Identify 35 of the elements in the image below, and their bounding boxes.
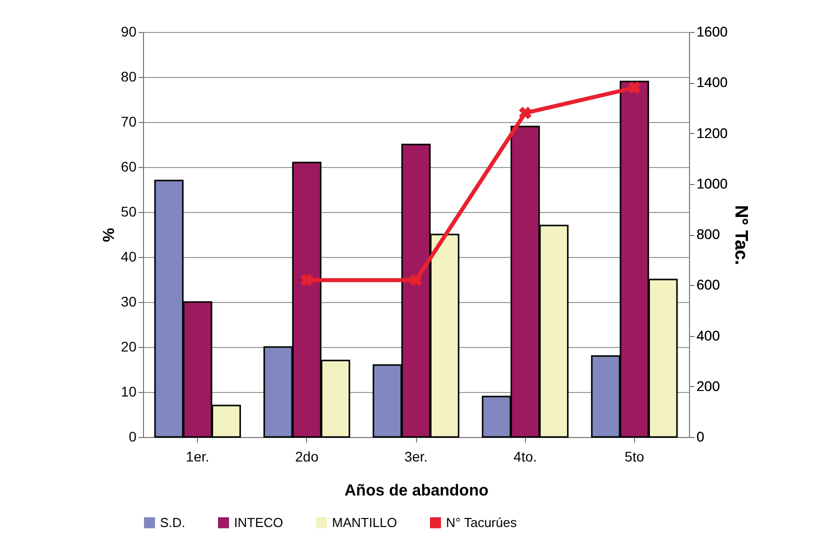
y2-tick-label: 1400 bbox=[696, 74, 728, 90]
y2-tick-label: 400 bbox=[696, 327, 720, 344]
y2-tick-label: 1600 bbox=[696, 24, 728, 40]
legend-label: INTECO bbox=[234, 514, 284, 530]
x-tick-label: 5to bbox=[624, 448, 644, 464]
legend-label: S.D. bbox=[160, 514, 186, 530]
point bbox=[518, 106, 532, 120]
y2-tick-label: 600 bbox=[696, 276, 720, 293]
y-tick-label: 90 bbox=[120, 24, 137, 40]
y2-tick-label: 1000 bbox=[696, 175, 728, 192]
point bbox=[410, 274, 422, 286]
y-tick-label: 20 bbox=[120, 338, 137, 354]
y2-tick-label: 200 bbox=[696, 378, 720, 394]
y-tick-label: 70 bbox=[120, 114, 137, 130]
point bbox=[300, 274, 314, 286]
x-tick-label: 2do bbox=[295, 448, 319, 464]
x-tick-label: 3er. bbox=[404, 448, 428, 464]
y-tick-label: 80 bbox=[120, 68, 137, 84]
x-axis-title: Años de abandono bbox=[344, 482, 489, 500]
point bbox=[628, 81, 641, 94]
legend-label: N° Tacurúes bbox=[446, 514, 518, 530]
x-tick-label: 4to. bbox=[514, 448, 537, 464]
legend-label: MANTILLO bbox=[332, 514, 398, 530]
y-tick-label: 50 bbox=[120, 204, 137, 220]
y-tick-label: 0 bbox=[128, 428, 137, 444]
y-tick-label: 60 bbox=[120, 158, 137, 174]
y2-axis-title: N° Tac. bbox=[732, 205, 752, 265]
y2-tick-label: 800 bbox=[696, 226, 720, 242]
y-tick-label: 40 bbox=[120, 248, 137, 264]
y-tick-label: 30 bbox=[120, 294, 137, 310]
x-tick-label: 1er. bbox=[186, 448, 210, 464]
y2-tick-label: 1200 bbox=[696, 124, 728, 141]
y-axis-title: % bbox=[100, 228, 118, 242]
y-tick-label: 10 bbox=[120, 384, 137, 400]
y2-tick-label: 0 bbox=[696, 428, 704, 444]
